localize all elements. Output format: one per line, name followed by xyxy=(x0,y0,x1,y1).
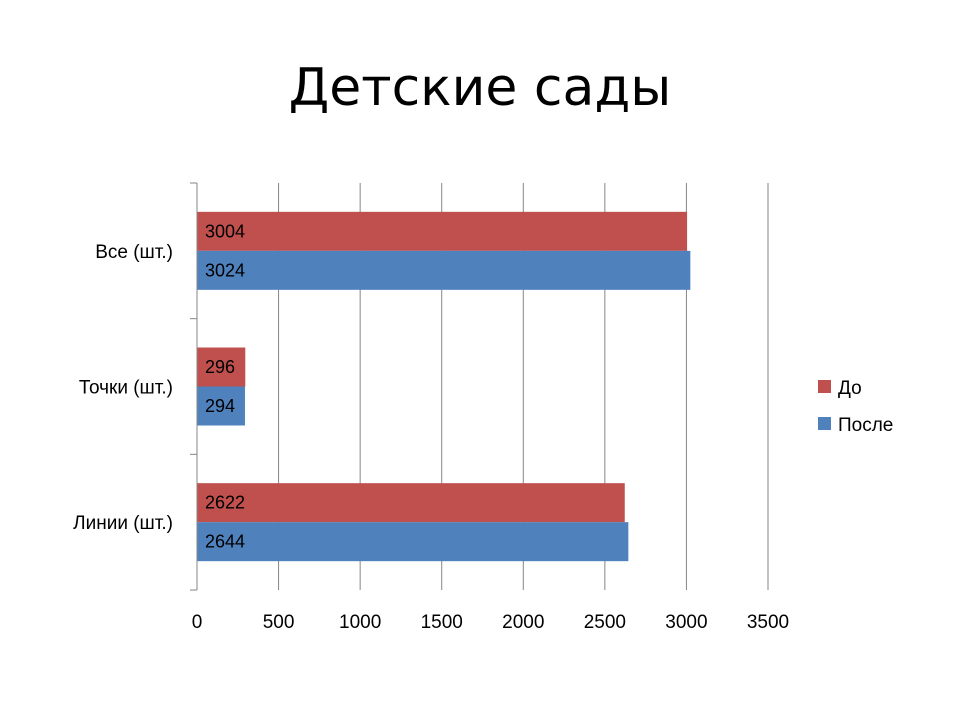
bar xyxy=(197,386,245,426)
bar xyxy=(197,250,691,290)
data-label: 2644 xyxy=(205,532,245,552)
data-label: 3004 xyxy=(205,221,245,241)
axes xyxy=(190,182,198,591)
x-tick-label: 2500 xyxy=(584,612,626,633)
labels: 0 500 1000 1500 2000 2500 3000 3500 3004 3024 Все … xyxy=(73,221,789,633)
data-label: 296 xyxy=(205,357,235,377)
bar xyxy=(197,347,246,387)
data-label: 2622 xyxy=(205,493,245,513)
x-tick-label: 1500 xyxy=(421,612,463,633)
bar xyxy=(197,211,688,251)
x-tick-label: 0 xyxy=(192,612,203,633)
legend-swatch xyxy=(818,380,831,393)
legend: До После xyxy=(818,378,893,436)
data-label: 3024 xyxy=(205,260,245,280)
x-tick-label: 1000 xyxy=(339,612,381,633)
x-tick-label: 3000 xyxy=(665,612,707,633)
bar xyxy=(197,522,629,562)
legend-swatch xyxy=(818,417,831,430)
category-label: Линии (шт.) xyxy=(73,513,173,534)
x-tick-label: 3500 xyxy=(747,612,789,633)
category-label: Все (шт.) xyxy=(95,242,173,263)
x-tick-label: 500 xyxy=(263,612,295,633)
legend-entry: До xyxy=(838,378,862,399)
legend-entry: После xyxy=(838,415,893,436)
data-label: 294 xyxy=(205,396,235,416)
x-tick-label: 2000 xyxy=(502,612,544,633)
bar xyxy=(197,483,625,523)
category-label: Точки (шт.) xyxy=(79,378,173,399)
page-title: Детские сады xyxy=(288,58,672,118)
bars xyxy=(197,211,691,562)
